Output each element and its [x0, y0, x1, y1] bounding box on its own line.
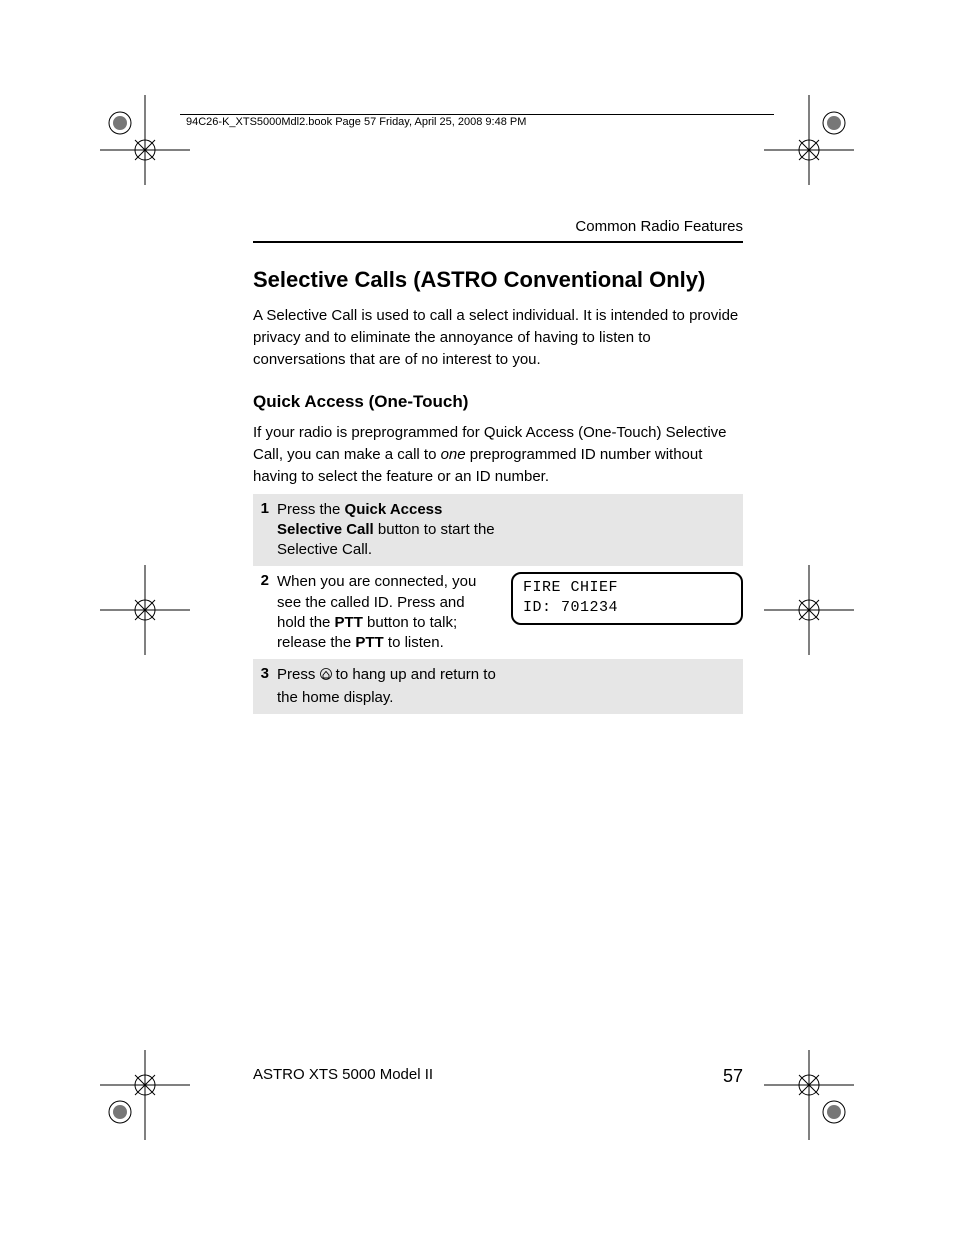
step-row: 2 When you are connected, you see the ca… [253, 566, 743, 659]
radio-display: FIRE CHIEF ID: 701234 [511, 572, 743, 625]
page-title: Selective Calls (ASTRO Conventional Only… [253, 267, 743, 293]
crop-mark-icon [764, 95, 854, 185]
step-number: 1 [253, 500, 277, 517]
crop-mark-icon [764, 1050, 854, 1140]
file-header-text: 94C26-K_XTS5000Mdl2.book Page 57 Friday,… [186, 116, 526, 128]
step-row: 1 Press the Quick Access Selective Call … [253, 494, 743, 567]
crop-mark-icon [100, 565, 190, 655]
step-number: 2 [253, 572, 277, 589]
display-line-1: FIRE CHIEF [523, 578, 731, 598]
footer-model: ASTRO XTS 5000 Model II [253, 1066, 433, 1087]
page-number: 57 [723, 1066, 743, 1087]
subsection-title: Quick Access (One-Touch) [253, 392, 743, 412]
page-footer: ASTRO XTS 5000 Model II 57 [253, 1066, 743, 1087]
step-number: 3 [253, 665, 277, 682]
crop-mark-icon [764, 565, 854, 655]
step-row: 3 Press to hang up and return to the hom… [253, 659, 743, 714]
crop-mark-icon [100, 95, 190, 185]
top-crop-line [180, 114, 774, 115]
step-right: FIRE CHIEF ID: 701234 [507, 572, 743, 625]
step-text: When you are connected, you see the call… [277, 572, 507, 653]
steps-list: 1 Press the Quick Access Selective Call … [253, 494, 743, 714]
step-text: Press to hang up and return to the home … [277, 665, 507, 708]
home-icon [320, 667, 332, 687]
section-header: Common Radio Features [253, 218, 743, 235]
crop-mark-icon [100, 1050, 190, 1140]
content-area: Common Radio Features Selective Calls (A… [253, 218, 743, 714]
display-line-2: ID: 701234 [523, 598, 731, 618]
page: 94C26-K_XTS5000Mdl2.book Page 57 Friday,… [0, 0, 954, 1235]
intro-paragraph: A Selective Call is used to call a selec… [253, 305, 743, 370]
divider [253, 241, 743, 243]
step-text: Press the Quick Access Selective Call bu… [277, 500, 507, 561]
subsection-intro: If your radio is preprogrammed for Quick… [253, 422, 743, 487]
subintro-em: one [441, 446, 466, 463]
